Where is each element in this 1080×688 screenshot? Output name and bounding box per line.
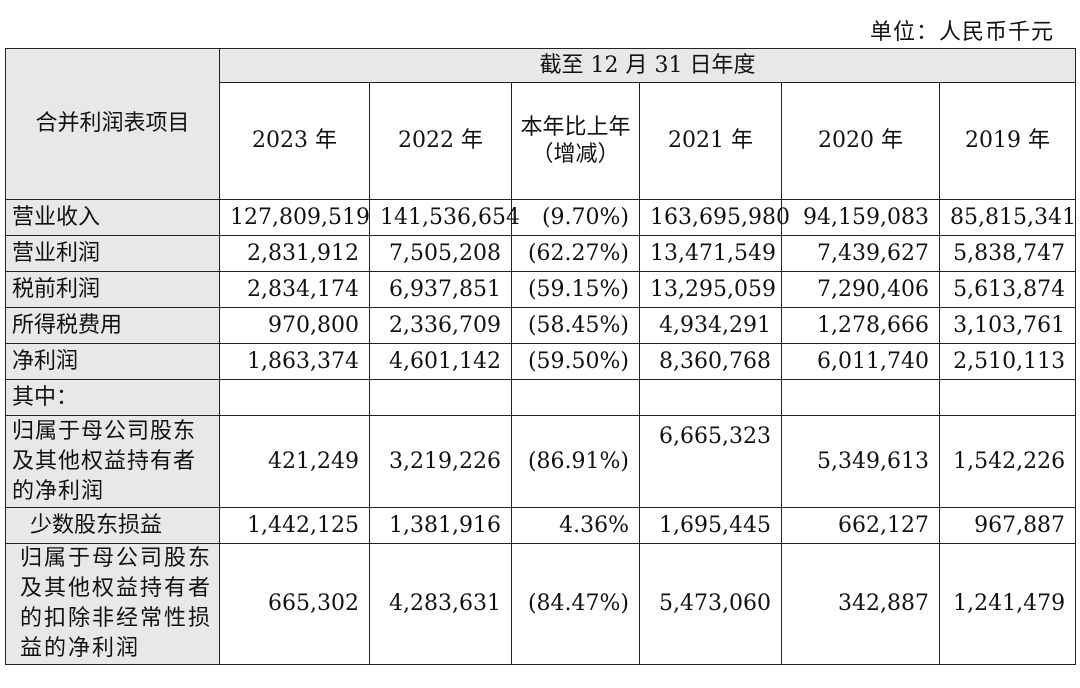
table-cell: 1,542,226 — [940, 416, 1076, 508]
table-cell — [640, 380, 782, 416]
row-label: 其中： — [6, 380, 220, 416]
unit-label: 单位：人民币千元 — [870, 14, 1054, 46]
table-cell: (62.27%) — [512, 236, 640, 272]
table-row: 其中： — [6, 380, 1076, 416]
table-cell: 2,834,174 — [220, 272, 370, 308]
table-cell: (59.50%) — [512, 344, 640, 380]
table-cell: (9.70%) — [512, 200, 640, 236]
table-cell: 5,473,060 — [640, 544, 782, 665]
table-cell: 4,601,142 — [370, 344, 512, 380]
table-row: 归属于母公司股东及其他权益持有者的净利润 421,249 3,219,226 (… — [6, 416, 1076, 508]
table-cell: (84.47%) — [512, 544, 640, 665]
table-cell — [370, 380, 512, 416]
column-header: 2022 年 — [370, 83, 512, 200]
table-cell: 127,809,519 — [220, 200, 370, 236]
table-row: 所得税费用 970,800 2,336,709 (58.45%) 4,934,2… — [6, 308, 1076, 344]
column-header: 2023 年 — [220, 83, 370, 200]
table-cell: 421,249 — [220, 416, 370, 508]
table-cell — [220, 380, 370, 416]
row-label: 营业利润 — [6, 236, 220, 272]
table-cell: 2,510,113 — [940, 344, 1076, 380]
table-cell: 967,887 — [940, 508, 1076, 544]
table-cell: 141,536,654 — [370, 200, 512, 236]
table-cell — [512, 380, 640, 416]
column-header: 2021 年 — [640, 83, 782, 200]
row-label: 归属于母公司股东及其他权益持有者的净利润 — [6, 416, 220, 508]
table-cell: 13,295,059 — [640, 272, 782, 308]
table-cell: 7,290,406 — [782, 272, 940, 308]
table-row: 少数股东损益 1,442,125 1,381,916 4.36% 1,695,4… — [6, 508, 1076, 544]
table-row: 归属于母公司股东及其他权益持有者的扣除非经常性损益的净利润 665,302 4,… — [6, 544, 1076, 665]
column-header: 本年比上年（增减） — [512, 83, 640, 200]
table-cell: 13,471,549 — [640, 236, 782, 272]
table-cell — [940, 380, 1076, 416]
item-column-header: 合并利润表项目 — [6, 49, 220, 200]
row-label: 营业收入 — [6, 200, 220, 236]
table-cell: (86.91%) — [512, 416, 640, 508]
table-cell — [782, 380, 940, 416]
table-cell: 8,360,768 — [640, 344, 782, 380]
table-cell: 7,505,208 — [370, 236, 512, 272]
table-cell: 970,800 — [220, 308, 370, 344]
table-cell: 163,695,980 — [640, 200, 782, 236]
table-cell: 1,863,374 — [220, 344, 370, 380]
table-cell: 1,241,479 — [940, 544, 1076, 665]
table-row: 营业利润 2,831,912 7,505,208 (62.27%) 13,471… — [6, 236, 1076, 272]
table-cell: 3,103,761 — [940, 308, 1076, 344]
table-cell: (58.45%) — [512, 308, 640, 344]
table-cell: 85,815,341 — [940, 200, 1076, 236]
table-cell: 3,219,226 — [370, 416, 512, 508]
table-cell: 7,439,627 — [782, 236, 940, 272]
table-cell: 1,695,445 — [640, 508, 782, 544]
table-cell: 5,838,747 — [940, 236, 1076, 272]
column-header: 2019 年 — [940, 83, 1076, 200]
table-cell: 94,159,083 — [782, 200, 940, 236]
table-row: 税前利润 2,834,174 6,937,851 (59.15%) 13,295… — [6, 272, 1076, 308]
table-cell: 4,934,291 — [640, 308, 782, 344]
table-cell: 4,283,631 — [370, 544, 512, 665]
table-cell: 1,278,666 — [782, 308, 940, 344]
table-cell: 665,302 — [220, 544, 370, 665]
table-cell: 6,011,740 — [782, 344, 940, 380]
row-label: 所得税费用 — [6, 308, 220, 344]
row-label: 归属于母公司股东及其他权益持有者的扣除非经常性损益的净利润 — [6, 544, 220, 665]
table-cell: 5,349,613 — [782, 416, 940, 508]
table-cell: 6,665,323 — [640, 416, 782, 508]
table-cell: 6,937,851 — [370, 272, 512, 308]
table-row: 净利润 1,863,374 4,601,142 (59.50%) 8,360,7… — [6, 344, 1076, 380]
table-cell: 342,887 — [782, 544, 940, 665]
income-statement-table: 合并利润表项目 截至 12 月 31 日年度 2023 年 2022 年 本年比… — [5, 48, 1076, 665]
table-cell: 5,613,874 — [940, 272, 1076, 308]
row-label: 净利润 — [6, 344, 220, 380]
table-row: 营业收入 127,809,519 141,536,654 (9.70%) 163… — [6, 200, 1076, 236]
table-cell: 4.36% — [512, 508, 640, 544]
table-cell: (59.15%) — [512, 272, 640, 308]
table-cell: 2,831,912 — [220, 236, 370, 272]
row-label: 税前利润 — [6, 272, 220, 308]
table-cell: 1,381,916 — [370, 508, 512, 544]
period-header: 截至 12 月 31 日年度 — [220, 49, 1076, 83]
table-cell: 1,442,125 — [220, 508, 370, 544]
column-header: 2020 年 — [782, 83, 940, 200]
table-cell: 2,336,709 — [370, 308, 512, 344]
row-label: 少数股东损益 — [6, 508, 220, 544]
table-cell: 662,127 — [782, 508, 940, 544]
